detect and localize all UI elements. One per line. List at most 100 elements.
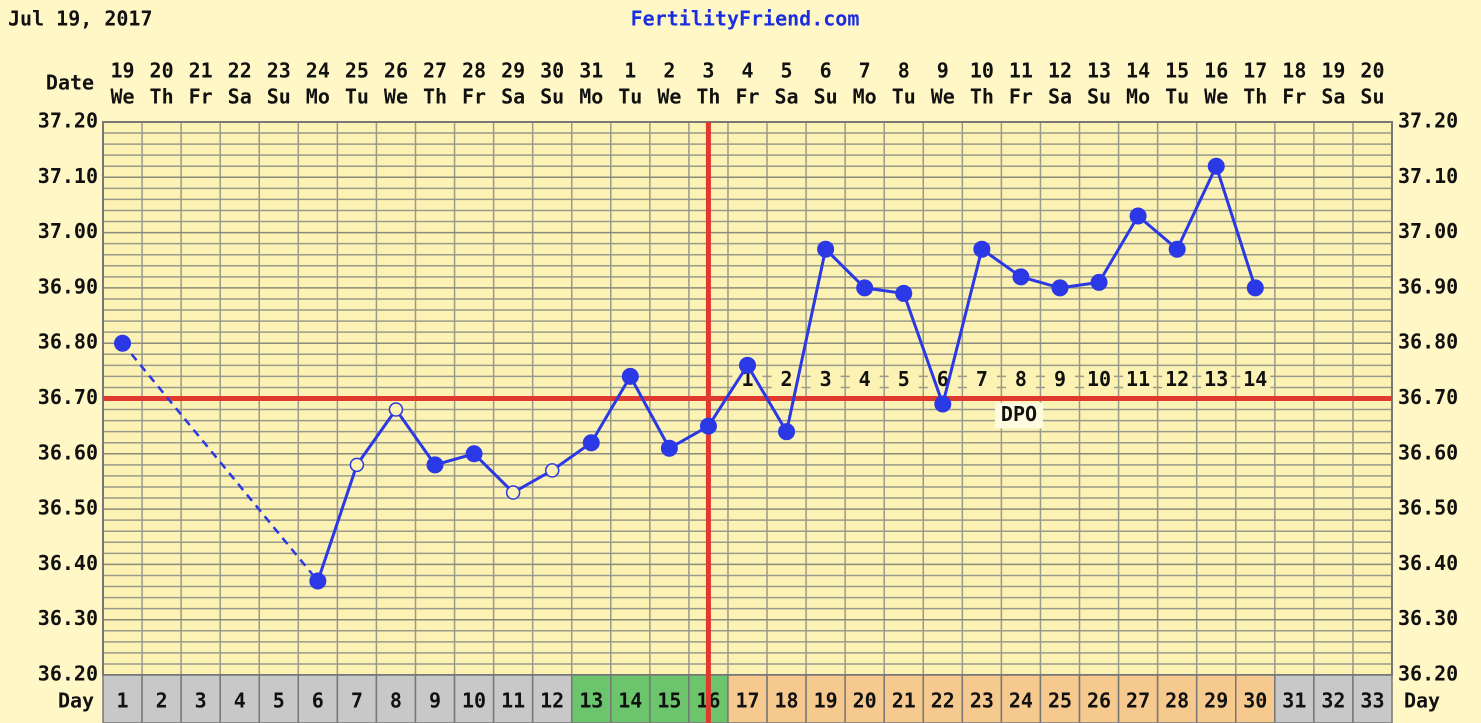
date-label: 10 bbox=[970, 59, 994, 83]
day-label: 26 bbox=[1087, 689, 1111, 713]
gap-line bbox=[121, 342, 319, 582]
dpo-label: 6 bbox=[937, 367, 949, 391]
weekday-label: Su bbox=[267, 85, 291, 109]
dpo-title-bg bbox=[994, 402, 1043, 429]
day-label: 33 bbox=[1360, 689, 1384, 713]
weekday-label: Th bbox=[970, 85, 994, 109]
day-cell bbox=[453, 674, 495, 723]
day-label: 30 bbox=[1243, 689, 1267, 713]
chart-date: Jul 19, 2017 bbox=[8, 7, 153, 31]
weekday-label: Su bbox=[1360, 85, 1384, 109]
weekday-label: Fr bbox=[1009, 85, 1033, 109]
y-tick-label: 37.10 bbox=[38, 164, 98, 188]
point bbox=[1207, 157, 1225, 175]
weekday-label: Th bbox=[696, 85, 720, 109]
y-tick-label-right: 36.50 bbox=[1398, 496, 1458, 520]
weekday-label: Fr bbox=[735, 85, 759, 109]
day-label: 13 bbox=[579, 689, 603, 713]
day-cell bbox=[883, 674, 925, 723]
y-tick-label-right: 36.80 bbox=[1398, 330, 1458, 354]
point bbox=[1012, 268, 1030, 286]
weekday-label: Mo bbox=[853, 85, 877, 109]
dpo-label: 12 bbox=[1165, 367, 1189, 391]
date-label: 3 bbox=[702, 59, 714, 83]
point bbox=[699, 417, 717, 435]
dpo-label: 9 bbox=[1054, 367, 1066, 391]
day-cell bbox=[1195, 674, 1237, 723]
point bbox=[309, 572, 327, 590]
date-label: 29 bbox=[501, 59, 525, 83]
day-cell bbox=[1039, 674, 1081, 723]
dpo-label-bg bbox=[888, 368, 919, 391]
date-label: 19 bbox=[110, 59, 134, 83]
dpo-label-bg bbox=[849, 368, 880, 391]
date-label: 30 bbox=[540, 59, 564, 83]
point bbox=[1246, 279, 1264, 297]
open-point bbox=[544, 463, 560, 478]
weekday-label: Fr bbox=[1282, 85, 1306, 109]
y-tick-label: 37.00 bbox=[38, 219, 98, 243]
weekday-label: Tu bbox=[345, 85, 369, 109]
point bbox=[1090, 273, 1108, 291]
date-label: 24 bbox=[306, 59, 330, 83]
dpo-label-bg bbox=[1005, 368, 1036, 391]
dpo-label: 2 bbox=[781, 367, 793, 391]
day-cell bbox=[336, 674, 378, 723]
day-label: 4 bbox=[234, 689, 246, 713]
open-point bbox=[349, 457, 365, 473]
weekday-label: We bbox=[384, 85, 408, 109]
weekday-label: Th bbox=[423, 85, 447, 109]
dpo-label-bg bbox=[966, 368, 997, 391]
point bbox=[739, 356, 756, 374]
date-label: 8 bbox=[898, 59, 910, 83]
day-cell bbox=[1117, 674, 1159, 723]
point bbox=[1168, 240, 1186, 258]
y-tick-label: 36.50 bbox=[38, 496, 98, 520]
y-tick-label-right: 36.70 bbox=[1398, 385, 1458, 409]
dpo-label-bg bbox=[1201, 368, 1232, 391]
dpo-label-bg bbox=[1240, 368, 1271, 391]
day-label: 29 bbox=[1204, 689, 1228, 713]
day-label: 27 bbox=[1126, 689, 1150, 713]
weekday-label: Mo bbox=[1126, 85, 1150, 109]
chart-title: FertilityFriend.com bbox=[631, 7, 860, 31]
date-label: 5 bbox=[781, 59, 793, 83]
day-cell bbox=[492, 674, 534, 723]
day-label: 7 bbox=[351, 689, 363, 713]
day-label: 15 bbox=[657, 689, 681, 713]
point bbox=[817, 240, 835, 258]
weekday-label: Su bbox=[814, 85, 838, 109]
weekday-label: We bbox=[110, 85, 134, 109]
day-label: 17 bbox=[735, 689, 759, 713]
weekday-label: We bbox=[657, 85, 681, 109]
date-label: 23 bbox=[267, 59, 291, 83]
date-label: 4 bbox=[741, 59, 753, 83]
day-label: 3 bbox=[195, 689, 207, 713]
day-cell bbox=[375, 674, 417, 723]
day-label: 14 bbox=[618, 689, 642, 713]
y-tick-label-right: 36.60 bbox=[1398, 440, 1458, 464]
weekday-label: Mo bbox=[306, 85, 330, 109]
y-tick-label-right: 36.40 bbox=[1398, 551, 1458, 575]
weekday-label: Fr bbox=[462, 85, 486, 109]
y-tick-label-right: 37.10 bbox=[1398, 164, 1458, 188]
day-cell bbox=[1274, 674, 1315, 723]
date-label: 25 bbox=[345, 59, 369, 83]
date-label: 13 bbox=[1087, 59, 1111, 83]
open-point bbox=[505, 485, 521, 500]
y-tick-label: 36.40 bbox=[38, 551, 98, 575]
date-label: 1 bbox=[624, 59, 636, 83]
dpo-label-bg bbox=[771, 368, 802, 391]
dpo-label: 7 bbox=[976, 367, 988, 391]
date-label: 20 bbox=[150, 59, 174, 83]
y-tick-label-right: 37.00 bbox=[1398, 219, 1458, 243]
weekday-label: Th bbox=[150, 85, 174, 109]
day-cell bbox=[610, 674, 651, 723]
dpo-label-bg bbox=[1084, 368, 1115, 391]
dpo-label: 13 bbox=[1204, 367, 1228, 391]
weekday-label: Tu bbox=[892, 85, 916, 109]
day-cell bbox=[219, 674, 260, 723]
dpo-label: 8 bbox=[1015, 367, 1027, 391]
dpo-label: 14 bbox=[1243, 367, 1267, 391]
